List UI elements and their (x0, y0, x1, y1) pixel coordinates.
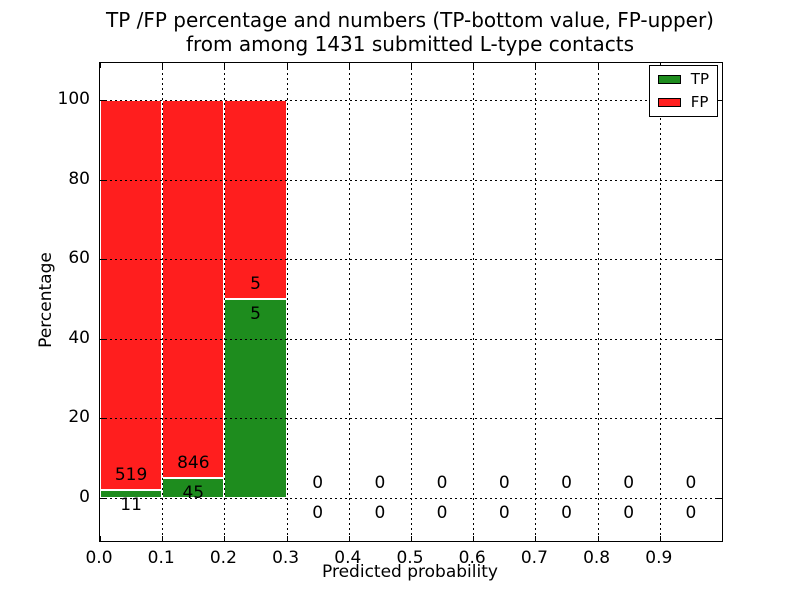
x-tick (473, 536, 475, 541)
fp-count-label: 5 (250, 273, 261, 294)
tp-count-label: 0 (623, 503, 635, 524)
chart-title-line1: TP /FP percentage and numbers (TP-bottom… (106, 8, 714, 32)
x-tick (224, 536, 226, 541)
chart-title-line2: from among 1431 submitted L-type contact… (185, 32, 635, 56)
x-tick-top (286, 63, 288, 68)
v-gridline (286, 63, 288, 541)
tp-count-label: 0 (312, 503, 324, 524)
legend-swatch-tp-icon (657, 75, 681, 84)
x-tick (100, 536, 101, 541)
v-gridline (473, 63, 475, 541)
y-tick-label: 40 (68, 327, 90, 348)
y-tick-right (717, 179, 722, 181)
fp-count-label: 846 (177, 452, 210, 473)
tp-count-label: 45 (182, 483, 205, 504)
legend-label: TP (690, 70, 709, 88)
x-tick (411, 536, 412, 541)
fp-count-label: 0 (436, 472, 448, 493)
fp-count-label: 0 (498, 472, 510, 493)
x-tick-top (348, 63, 350, 68)
y-tick-label: 20 (68, 407, 90, 428)
y-tick-label: 60 (68, 248, 90, 269)
x-axis-label: Predicted probability (322, 562, 498, 582)
v-gridline (348, 63, 350, 541)
tp-count-label: 0 (685, 503, 697, 524)
legend-item: TP (657, 70, 709, 88)
fp-count-label: 0 (374, 472, 386, 493)
v-gridline (224, 63, 226, 541)
y-tick-label: 80 (68, 168, 90, 189)
x-tick-label: 0.3 (272, 548, 300, 568)
tp-count-label: 5 (250, 304, 261, 325)
x-tick-label: 0.7 (520, 548, 548, 568)
y-tick-right (717, 498, 722, 500)
legend-label: FP (690, 93, 709, 111)
v-gridline (535, 63, 537, 541)
y-tick (100, 179, 105, 181)
x-tick-label: 0.9 (645, 548, 673, 568)
v-gridline (411, 63, 412, 541)
y-tick (100, 100, 105, 101)
legend-item: FP (657, 93, 709, 111)
x-tick-label: 0.1 (147, 548, 175, 568)
fp-bar (162, 100, 225, 478)
y-tick (100, 498, 105, 500)
tp-bar (224, 299, 287, 498)
chart-title: TP /FP percentage and numbers (TP-bottom… (99, 8, 721, 56)
x-tick (286, 536, 288, 541)
y-tick-right (717, 418, 722, 420)
v-gridline (659, 63, 661, 541)
plot-area: TP FP 519 11 846 45 5 5 0 0 0 0 0 0 0 0 0 0 0 0 0 0 (99, 62, 723, 542)
fp-bar (100, 100, 163, 490)
y-tick-right (717, 259, 722, 261)
x-tick (659, 536, 661, 541)
x-tick (597, 536, 599, 541)
x-tick-label: 0.2 (209, 548, 237, 568)
x-tick (348, 536, 350, 541)
x-tick-top (535, 63, 537, 68)
fp-count-label: 0 (561, 472, 572, 493)
x-tick-top (473, 63, 475, 68)
y-tick-right (717, 100, 722, 101)
fp-count-label: 519 (114, 464, 148, 485)
x-tick-label: 0.5 (396, 548, 424, 568)
tp-count-label: 0 (436, 503, 448, 524)
tp-count-label: 0 (374, 503, 386, 524)
legend: TP FP (648, 65, 718, 117)
x-tick-top (411, 63, 412, 68)
y-tick (100, 418, 105, 420)
x-tick-label: 0.4 (334, 548, 362, 568)
x-tick-top (162, 63, 164, 68)
x-tick-label: 0.8 (583, 548, 611, 568)
fp-count-label: 0 (623, 472, 635, 493)
x-tick (535, 536, 537, 541)
legend-swatch-fp-icon (657, 98, 681, 107)
v-gridline (597, 63, 599, 541)
tp-count-label: 11 (120, 495, 142, 516)
x-tick-top (100, 63, 101, 68)
fp-bar (224, 100, 287, 299)
y-tick (100, 338, 105, 340)
y-tick-label: 100 (57, 89, 90, 109)
fp-count-label: 0 (312, 472, 324, 493)
y-tick-label: 0 (79, 487, 90, 508)
x-tick-label: 0.6 (458, 548, 486, 568)
fp-count-label: 0 (685, 472, 697, 493)
y-tick-right (717, 338, 722, 340)
x-tick-top (224, 63, 226, 68)
x-tick (162, 536, 164, 541)
tp-count-label: 0 (561, 503, 572, 524)
tp-count-label: 0 (498, 503, 510, 524)
v-gridline (162, 63, 164, 541)
y-tick (100, 259, 105, 261)
x-tick-label: 0.0 (85, 548, 113, 568)
x-tick-top (597, 63, 599, 68)
tp-bar (100, 489, 163, 498)
